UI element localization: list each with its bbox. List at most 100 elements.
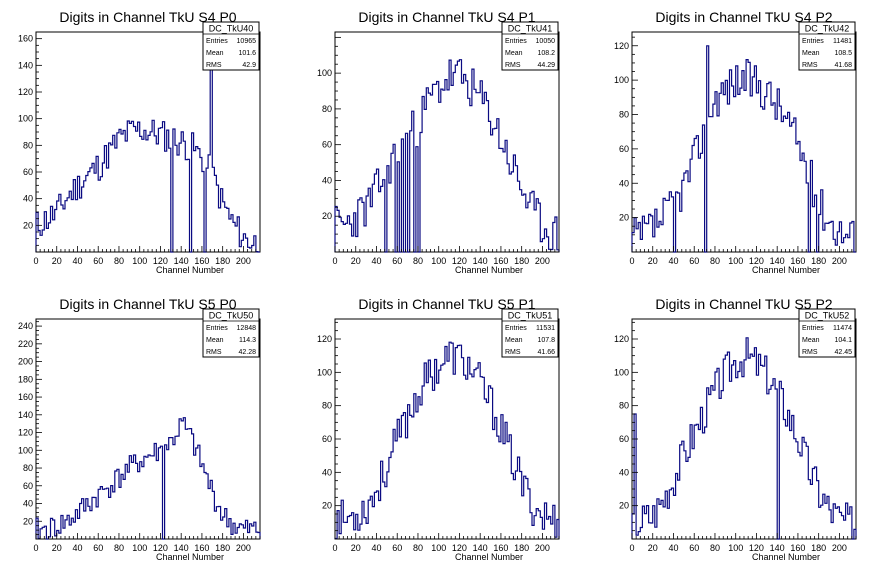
x-tick-label: 160 <box>790 543 805 553</box>
y-tick-label: 100 <box>18 114 33 124</box>
stats-value: 10050 <box>536 38 556 45</box>
histogram-panel-5: Digits in Channel TkU S5 P2 0 20 40 60 80 100 1… <box>614 296 857 562</box>
x-tick-label: 140 <box>770 543 785 553</box>
y-tick-label: 40 <box>619 467 629 477</box>
y-tick-label: 160 <box>18 392 33 402</box>
x-tick-label: 40 <box>72 543 82 553</box>
x-tick-label: 120 <box>153 256 168 266</box>
y-tick-label: 80 <box>322 401 332 411</box>
x-tick-label: 20 <box>351 256 361 266</box>
panel-title: Digits in Channel TkU S5 P1 <box>358 296 535 312</box>
y-tick-label: 80 <box>23 463 33 473</box>
x-tick-label: 40 <box>72 256 82 266</box>
x-tick-label: 140 <box>770 256 785 266</box>
x-tick-label: 180 <box>514 256 529 266</box>
x-tick-label: 140 <box>473 543 488 553</box>
stats-value: 10965 <box>237 38 257 45</box>
x-tick-label: 0 <box>332 543 337 553</box>
y-tick-label: 40 <box>23 499 33 509</box>
x-tick-label: 40 <box>371 256 381 266</box>
histogram-line <box>334 59 560 253</box>
x-tick-label: 60 <box>392 256 402 266</box>
stats-value: 108.5 <box>834 50 852 57</box>
y-tick-label: 100 <box>317 68 332 78</box>
stats-key: Entries <box>206 38 228 45</box>
x-tick-label: 40 <box>668 256 678 266</box>
x-tick-label: 80 <box>114 543 124 553</box>
stats-value: 11481 <box>833 38 852 45</box>
x-tick-label: 180 <box>514 543 529 553</box>
stats-value: 42.45 <box>834 349 852 356</box>
x-tick-label: 140 <box>174 256 189 266</box>
y-tick-label: 20 <box>619 213 629 223</box>
x-tick-label: 100 <box>132 256 147 266</box>
x-tick-label: 160 <box>194 256 209 266</box>
x-tick-label: 200 <box>236 543 251 553</box>
stats-value: 11474 <box>833 325 852 332</box>
stats-box: DC_TkU50 Entries 12848 Mean 114.3 RMS 42.28 <box>202 308 260 358</box>
stats-key: RMS <box>206 62 222 69</box>
stats-value: 12848 <box>237 325 257 332</box>
y-tick-label: 80 <box>23 140 33 150</box>
stats-key: Mean <box>206 50 224 57</box>
x-tick-label: 60 <box>93 256 103 266</box>
stats-value: 114.3 <box>239 337 256 344</box>
x-tick-label: 80 <box>710 256 720 266</box>
x-tick-label: 200 <box>535 543 550 553</box>
histogram-panel-4: Digits in Channel TkU S5 P1 0 20 40 60 80 100 1… <box>317 296 560 562</box>
x-tick-label: 80 <box>114 256 124 266</box>
x-axis-label: Channel Number <box>156 265 224 275</box>
x-axis-label: Channel Number <box>752 265 820 275</box>
x-tick-label: 100 <box>728 543 743 553</box>
histogram-panel-1: Digits in Channel TkU S4 P1 0 20 40 60 80 100 1… <box>317 9 560 275</box>
x-tick-label: 0 <box>629 543 634 553</box>
y-tick-label: 160 <box>18 34 33 44</box>
x-tick-label: 0 <box>332 256 337 266</box>
stats-box-frame <box>798 21 856 71</box>
stats-box-frame <box>202 308 260 358</box>
stats-box: DC_TkU41 Entries 10050 Mean 108.2 RMS 44.29 <box>501 21 559 71</box>
stats-value: 108.2 <box>537 50 555 57</box>
x-tick-label: 200 <box>535 256 550 266</box>
y-tick-label: 40 <box>619 178 629 188</box>
stats-box: DC_TkU52 Entries 11474 Mean 104.1 RMS 42.45 <box>798 308 856 358</box>
stats-value: 42.9 <box>242 62 256 69</box>
stats-key: Entries <box>802 325 824 332</box>
y-tick-label: 120 <box>18 87 33 97</box>
histogram-line <box>35 417 261 540</box>
histogram-line <box>334 341 560 540</box>
stats-box-name: DC_TkU52 <box>805 311 850 321</box>
histogram-panel-3: Digits in Channel TkU S5 P0 0 20 40 60 80 100 1… <box>18 296 261 562</box>
x-tick-label: 180 <box>811 256 826 266</box>
stats-key: Mean <box>505 337 523 344</box>
stats-key: Mean <box>802 50 820 57</box>
stats-box-name: DC_TkU51 <box>508 311 553 321</box>
stats-value: 107.8 <box>537 337 555 344</box>
y-tick-label: 120 <box>317 334 332 344</box>
x-tick-label: 180 <box>811 543 826 553</box>
y-tick-label: 200 <box>18 357 33 367</box>
y-tick-label: 80 <box>322 104 332 114</box>
y-tick-label: 80 <box>619 110 629 120</box>
x-tick-label: 0 <box>33 543 38 553</box>
stats-key: RMS <box>802 62 818 69</box>
y-tick-label: 100 <box>614 75 629 85</box>
stats-key: Mean <box>505 50 523 57</box>
y-tick-label: 100 <box>614 367 629 377</box>
stats-box-name: DC_TkU41 <box>508 24 553 34</box>
x-tick-label: 160 <box>790 256 805 266</box>
x-tick-label: 120 <box>153 543 168 553</box>
histogram-line <box>631 337 857 540</box>
stats-value: 42.28 <box>238 349 256 356</box>
x-tick-label: 100 <box>728 256 743 266</box>
y-tick-label: 140 <box>18 410 33 420</box>
y-tick-label: 60 <box>23 167 33 177</box>
stats-box-frame <box>501 21 559 71</box>
stats-value: 41.68 <box>834 62 852 69</box>
x-tick-label: 0 <box>33 256 38 266</box>
y-tick-label: 140 <box>18 60 33 70</box>
x-axis-label: Channel Number <box>455 265 523 275</box>
stats-box-name: DC_TkU42 <box>805 24 850 34</box>
stats-key: RMS <box>505 349 521 356</box>
